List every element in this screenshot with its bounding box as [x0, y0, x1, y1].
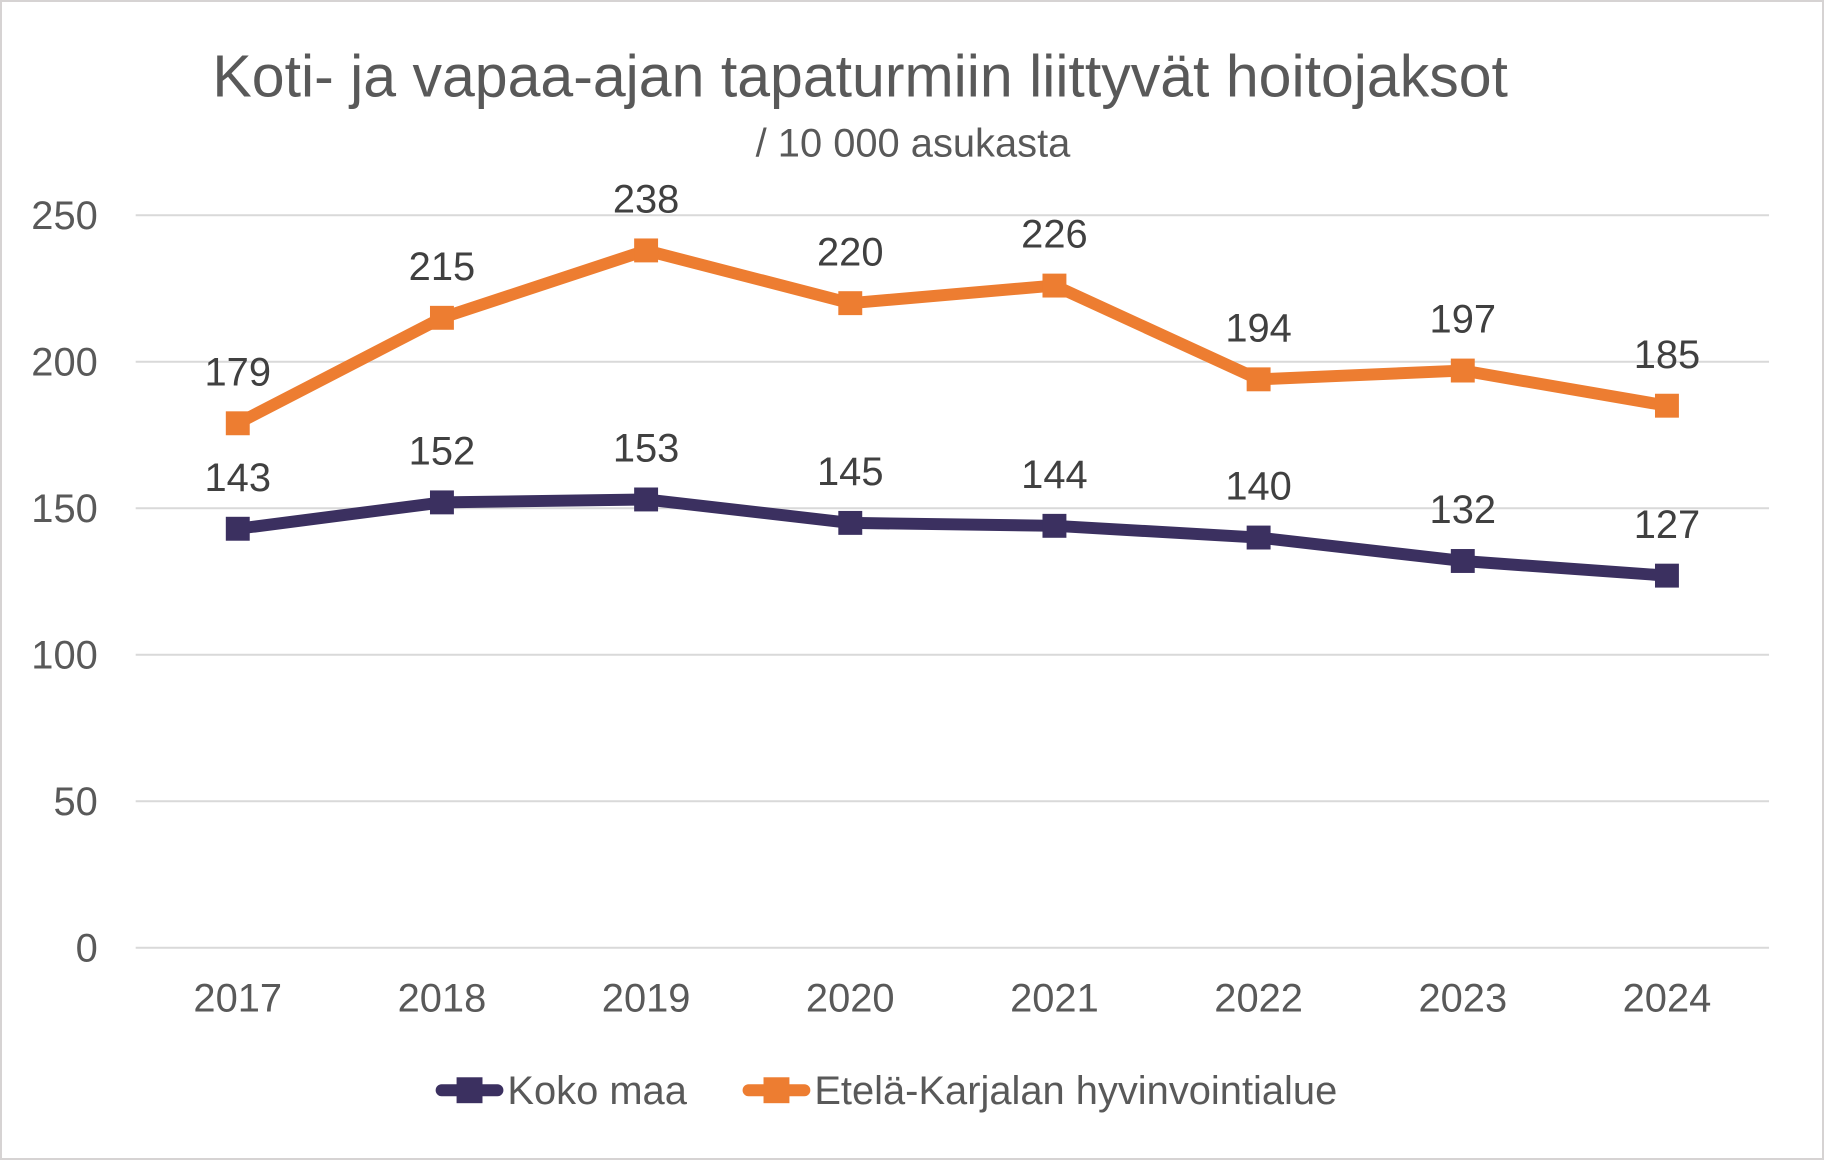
data-label: 152 — [409, 430, 476, 474]
chart-title: Koti- ja vapaa-ajan tapaturmiin liittyvä… — [212, 43, 1508, 110]
legend-label: Etelä-Karjalan hyvinvointialue — [814, 1069, 1337, 1113]
x-axis-label: 2019 — [602, 977, 691, 1021]
series-line — [231, 244, 1673, 430]
x-axis-label: 2024 — [1623, 977, 1712, 1021]
data-label: 132 — [1430, 488, 1497, 532]
series-marker — [1654, 393, 1679, 418]
data-label: 127 — [1634, 503, 1701, 547]
series-marker — [429, 305, 454, 330]
data-label: 220 — [817, 230, 884, 274]
legend-marker — [763, 1077, 790, 1104]
data-label: 238 — [613, 178, 680, 222]
series-marker — [429, 490, 454, 515]
data-label: 185 — [1634, 333, 1701, 377]
y-axis-label: 0 — [76, 927, 98, 971]
data-label: 145 — [817, 450, 884, 494]
series-marker — [1450, 358, 1475, 383]
x-axis-label: 2020 — [806, 977, 895, 1021]
x-axis-label: 2021 — [1010, 977, 1099, 1021]
y-axis-label: 50 — [53, 780, 97, 824]
data-label: 140 — [1225, 465, 1292, 509]
x-axis-label: 2017 — [193, 977, 282, 1021]
chart-subtitle: / 10 000 asukasta — [756, 121, 1072, 165]
x-axis-label: 2018 — [398, 977, 487, 1021]
x-axis-label: 2023 — [1418, 977, 1507, 1021]
y-axis-label: 250 — [31, 194, 98, 238]
y-axis-label: 200 — [31, 341, 98, 385]
series-marker — [225, 516, 250, 541]
series-marker — [1042, 513, 1067, 538]
data-label: 215 — [409, 245, 476, 289]
series-marker — [1246, 367, 1271, 392]
series-marker — [1246, 525, 1271, 550]
data-label: 197 — [1430, 298, 1497, 342]
data-label: 143 — [205, 456, 272, 500]
series-marker — [1042, 273, 1067, 298]
data-label: 226 — [1021, 213, 1088, 257]
series-line — [231, 493, 1673, 582]
series-marker — [634, 238, 659, 263]
data-label: 153 — [613, 427, 680, 471]
series-marker — [634, 487, 659, 512]
y-axis-label: 100 — [31, 634, 98, 678]
series-marker — [1654, 563, 1679, 588]
x-axis-label: 2022 — [1214, 977, 1303, 1021]
legend-marker — [456, 1077, 483, 1104]
plot-area: 0 50 100 150 200 250 2017 2018 2019 2020 2021 2022 2… — [31, 178, 1770, 1021]
series-marker — [838, 291, 863, 316]
series-marker — [225, 411, 250, 436]
series-marker — [838, 510, 863, 535]
data-label: 194 — [1225, 306, 1292, 350]
data-label: 179 — [205, 350, 272, 394]
legend: Koko maa Etelä-Karjalan hyvinvointialue — [435, 1069, 1337, 1113]
y-axis-label: 150 — [31, 487, 98, 531]
legend-label: Koko maa — [507, 1069, 687, 1113]
series-marker — [1450, 549, 1475, 573]
data-label: 144 — [1021, 453, 1088, 497]
